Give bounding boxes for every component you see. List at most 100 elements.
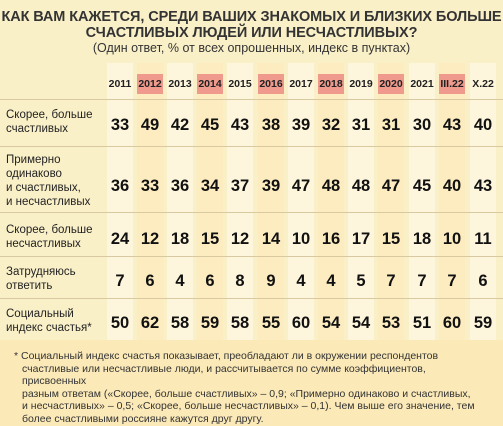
row-label-line: Примерно bbox=[6, 154, 61, 166]
table-cell: 6 bbox=[205, 272, 215, 290]
table-cell: 31 bbox=[381, 116, 401, 134]
table-cell: 12 bbox=[140, 230, 160, 248]
table-cell: 7 bbox=[447, 272, 457, 290]
column-band bbox=[470, 63, 496, 340]
footnote-line: более счастливыми россияне кажутся друг … bbox=[22, 412, 264, 425]
table-cell: 4 bbox=[296, 272, 306, 290]
column-band bbox=[409, 63, 435, 340]
table-cell: 48 bbox=[321, 177, 341, 195]
table-cell: 15 bbox=[381, 230, 401, 248]
footnote-line: * Социальный индекс счастья показывает, … bbox=[14, 350, 439, 362]
row-label: Скорее, больше счастливых bbox=[6, 108, 111, 136]
table-cell: 39 bbox=[261, 177, 281, 195]
footnote-line: разным ответам («Скорее, больше счастлив… bbox=[22, 387, 471, 400]
table-cell: 60 bbox=[291, 314, 311, 332]
row-label: Социальный индекс счастья* bbox=[6, 307, 111, 335]
table-cell: 62 bbox=[140, 314, 160, 332]
column-band bbox=[258, 63, 284, 340]
year-header: 2015 bbox=[228, 78, 252, 90]
footnote-line: и несчастливых» – 0,5; «Скорее, больше н… bbox=[22, 400, 475, 412]
row-label-line: ответить bbox=[6, 280, 53, 292]
year-header: 2013 bbox=[168, 78, 192, 90]
table-cell: 47 bbox=[291, 177, 311, 195]
year-header: 2016 bbox=[258, 74, 284, 94]
footnote-line: счастливые или несчастливые люди, и расс… bbox=[22, 362, 426, 388]
table-cell: 54 bbox=[321, 314, 341, 332]
year-header: 2014 bbox=[197, 74, 223, 94]
table-cell: 55 bbox=[261, 314, 281, 332]
table-cell: 50 bbox=[110, 314, 130, 332]
survey-table: 2011 2012 2013 2014 2015 2016 2017 2018 2019 2020… bbox=[0, 63, 503, 340]
table-cell: 33 bbox=[140, 177, 160, 195]
column-band bbox=[439, 63, 465, 340]
table-cell: 12 bbox=[230, 230, 250, 248]
column-band bbox=[167, 63, 193, 340]
year-header: III.22 bbox=[439, 74, 465, 94]
table-cell: 40 bbox=[473, 116, 493, 134]
table-cell: 14 bbox=[261, 230, 281, 248]
year-header: 2017 bbox=[289, 78, 313, 90]
column-band bbox=[137, 63, 163, 340]
table-cell: 43 bbox=[473, 177, 493, 195]
table-cell: 51 bbox=[412, 314, 432, 332]
table-cell: 17 bbox=[351, 230, 371, 248]
column-band bbox=[197, 63, 223, 340]
table-cell: 60 bbox=[442, 314, 462, 332]
table-cell: 10 bbox=[291, 230, 311, 248]
row-label-line: одинаково bbox=[6, 168, 62, 180]
table-cell: 7 bbox=[386, 272, 396, 290]
row-label-line: и несчастливых bbox=[6, 196, 91, 208]
column-band bbox=[227, 63, 253, 340]
footnote: * Социальный индекс счастья показывает, … bbox=[0, 340, 503, 426]
table-cell: 42 bbox=[170, 116, 190, 134]
column-band bbox=[378, 63, 404, 340]
table-cell: 54 bbox=[351, 314, 371, 332]
table-cell: 24 bbox=[110, 230, 130, 248]
row-label: Затрудняюсь ответить bbox=[6, 265, 111, 293]
table-cell: 6 bbox=[145, 272, 155, 290]
year-header: 2011 bbox=[108, 78, 132, 90]
table-cell: 7 bbox=[115, 272, 125, 290]
table-cell: 4 bbox=[175, 272, 185, 290]
year-header: X.22 bbox=[472, 78, 494, 90]
row-label-line: Скорее, больше bbox=[6, 224, 93, 236]
table-cell: 48 bbox=[351, 177, 371, 195]
row-label-line: Затрудняюсь bbox=[6, 266, 76, 278]
row-label: Скорее, больше несчастливых bbox=[6, 223, 111, 251]
table-cell: 37 bbox=[230, 177, 250, 195]
table-cell: 18 bbox=[412, 230, 432, 248]
column-band bbox=[348, 63, 374, 340]
table-cell: 36 bbox=[110, 177, 130, 195]
column-band bbox=[288, 63, 314, 340]
table-cell: 10 bbox=[442, 230, 462, 248]
row-divider bbox=[0, 146, 503, 147]
table-cell: 5 bbox=[356, 272, 366, 290]
table-cell: 47 bbox=[381, 177, 401, 195]
header: КАК ВАМ КАЖЕТСЯ, СРЕДИ ВАШИХ ЗНАКОМЫХ И … bbox=[0, 0, 503, 62]
table-cell: 49 bbox=[140, 116, 160, 134]
table-cell: 11 bbox=[474, 230, 492, 248]
table-cell: 59 bbox=[473, 314, 493, 332]
table-cell: 39 bbox=[291, 116, 311, 134]
table-cell: 8 bbox=[235, 272, 245, 290]
table-cell: 15 bbox=[200, 230, 220, 248]
table-cell: 38 bbox=[261, 116, 281, 134]
year-header: 2020 bbox=[378, 74, 404, 94]
table-cell: 43 bbox=[442, 116, 462, 134]
table-cell: 6 bbox=[478, 272, 488, 290]
column-band bbox=[318, 63, 344, 340]
table-cell: 32 bbox=[321, 116, 341, 134]
table-cell: 45 bbox=[412, 177, 432, 195]
page-subtitle: (Один ответ, % от всех опрошенных, индек… bbox=[92, 41, 411, 55]
table-cell: 7 bbox=[417, 272, 427, 290]
row-label-line: Социальный bbox=[6, 308, 74, 320]
page-title-line-2: СЧАСТЛИВЫХ ЛЮДЕЙ ИЛИ НЕСЧАСТЛИВЫХ? bbox=[85, 25, 418, 41]
row-label: Примерно одинаково и счастливых, и несчастл… bbox=[6, 153, 111, 209]
row-divider bbox=[0, 212, 503, 213]
row-label-line: счастливых bbox=[6, 123, 69, 135]
row-label-line: и счастливых, bbox=[6, 182, 81, 194]
table-cell: 18 bbox=[170, 230, 190, 248]
column-band bbox=[107, 63, 133, 340]
table-cell: 16 bbox=[321, 230, 341, 248]
table-cell: 58 bbox=[170, 314, 190, 332]
